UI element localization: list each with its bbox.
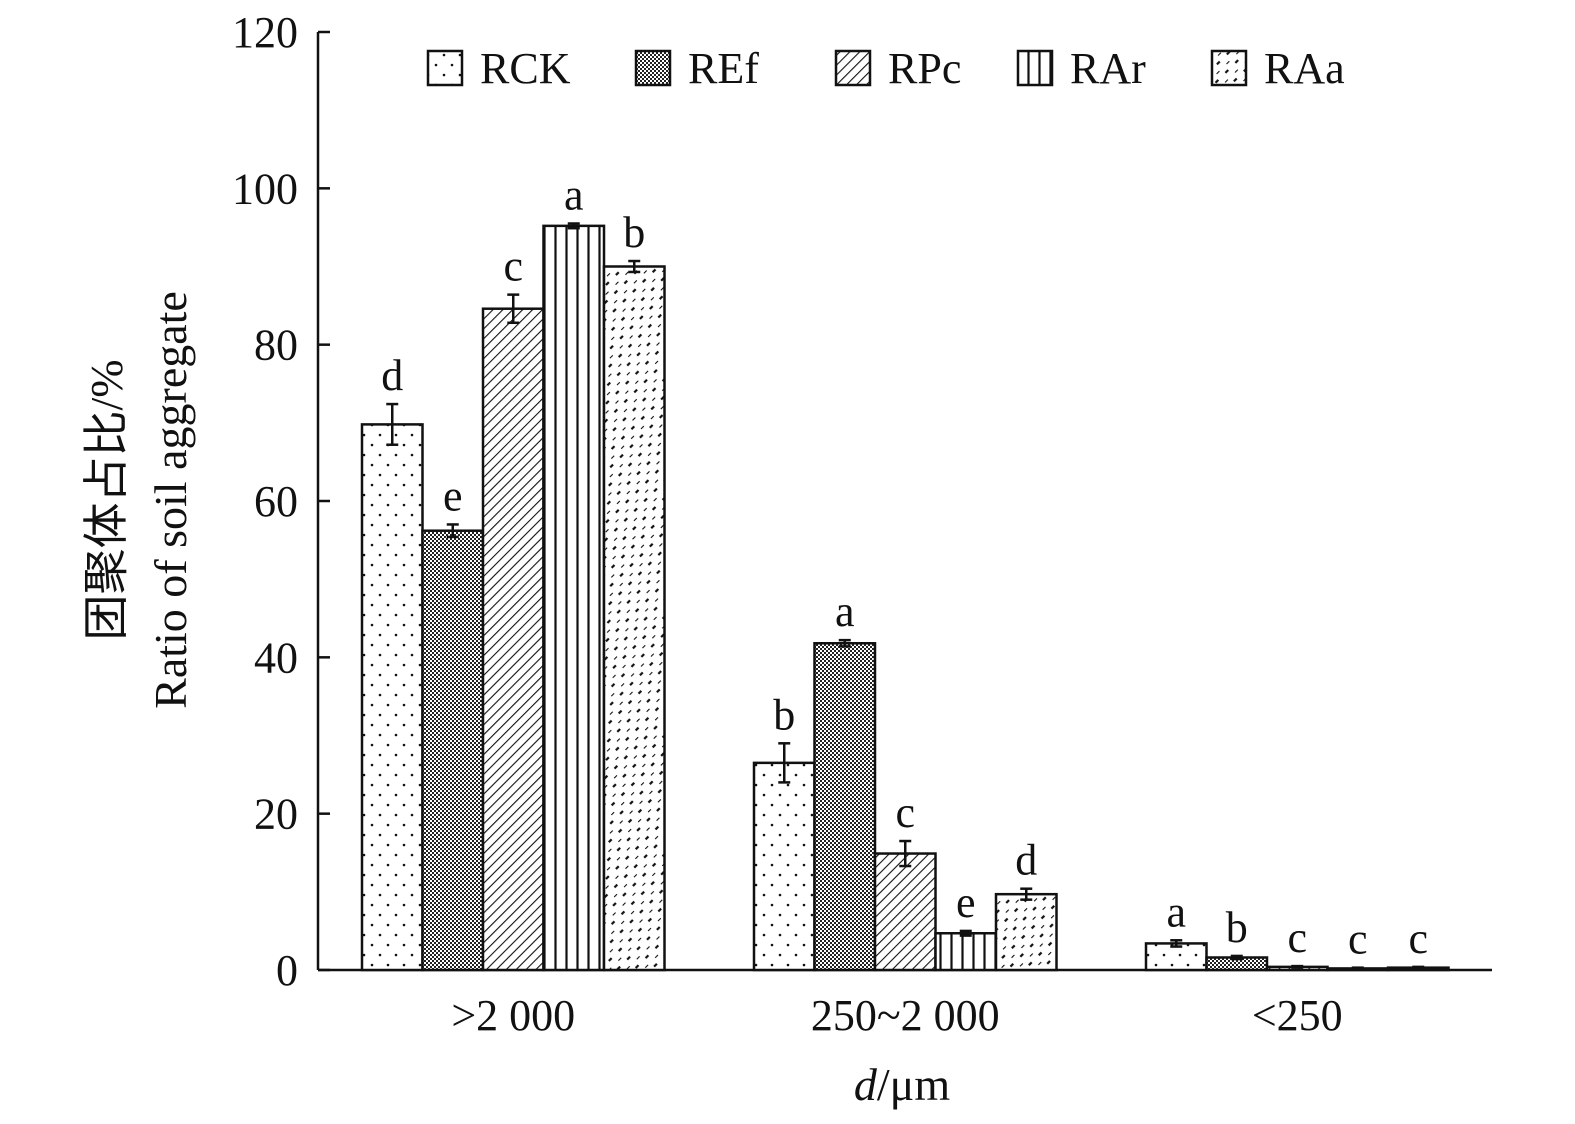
significance-label: b <box>773 690 795 739</box>
y-tick-label: 60 <box>254 477 298 526</box>
x-axis-title-italic: d <box>854 1059 878 1110</box>
bar-ref-1 <box>813 642 877 972</box>
x-axis-ticks: >2 000 250~2 000 <250 <box>451 991 1342 1040</box>
significance-label: e <box>443 471 463 520</box>
significance-label: b <box>623 208 645 257</box>
bar-ref-0 <box>421 529 485 972</box>
bar-rar-1 <box>934 932 998 972</box>
x-tick-label: <250 <box>1252 991 1343 1040</box>
bar-raa-0 <box>602 265 666 972</box>
significance-label: a <box>564 171 584 220</box>
legend-label-rck: RCK <box>480 44 571 93</box>
x-tick-label: >2 000 <box>451 991 575 1040</box>
significance-label: c <box>1287 913 1307 962</box>
legend-label-raa: RAa <box>1264 44 1345 93</box>
significance-label: c <box>895 788 915 837</box>
significance-label: e <box>956 878 976 927</box>
y-tick-label: 80 <box>254 321 298 370</box>
bar-raa-1 <box>994 892 1058 972</box>
legend-swatch-rpc <box>834 49 872 87</box>
significance-label: c <box>1408 914 1428 963</box>
bar-rpc-0 <box>481 307 545 972</box>
legend-swatch-ref <box>634 49 672 87</box>
legend-swatch-raa <box>1210 49 1248 87</box>
significance-label: d <box>1015 836 1037 885</box>
x-axis-title: d/μm <box>854 1059 950 1110</box>
significance-label: c <box>1348 915 1368 964</box>
y-tick-label: 20 <box>254 790 298 839</box>
legend-label-ref: REf <box>688 44 759 93</box>
bar-rck-1 <box>752 761 816 972</box>
y-axis-title-en: Ratio of soil aggregate <box>145 291 196 709</box>
significance-label: a <box>1166 887 1186 936</box>
y-tick-label: 100 <box>232 164 298 213</box>
x-axis-title-unit: /μm <box>877 1059 950 1110</box>
y-axis-title-cn: 团聚体占比/% <box>81 359 132 640</box>
significance-label: c <box>503 242 523 291</box>
y-tick-label: 120 <box>232 8 298 57</box>
legend: RCK REf RPc RAr RAa <box>426 44 1345 93</box>
bar-rck-0 <box>360 423 424 972</box>
bar-rar-0 <box>542 224 606 972</box>
y-tick-label: 0 <box>276 946 298 995</box>
significance-label: a <box>835 587 855 636</box>
y-axis-ticks: 0 20 40 60 80 100 120 <box>232 8 330 995</box>
x-tick-label: 250~2 000 <box>811 991 1000 1040</box>
legend-swatch-rck <box>426 49 464 87</box>
y-tick-label: 40 <box>254 633 298 682</box>
legend-label-rar: RAr <box>1070 44 1146 93</box>
significance-label: d <box>381 351 403 400</box>
legend-label-rpc: RPc <box>888 44 961 93</box>
legend-swatch-rar <box>1016 49 1054 87</box>
significance-label: b <box>1226 903 1248 952</box>
bar-rpc-1 <box>873 852 937 972</box>
